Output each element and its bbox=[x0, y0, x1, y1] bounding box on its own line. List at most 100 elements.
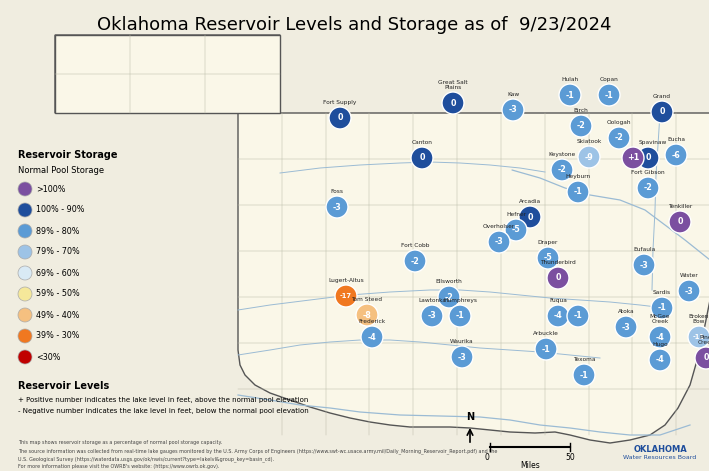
Circle shape bbox=[411, 147, 433, 169]
Circle shape bbox=[356, 304, 378, 326]
Text: Keystone: Keystone bbox=[548, 152, 576, 157]
Text: Eufaula: Eufaula bbox=[633, 247, 655, 252]
Text: -3: -3 bbox=[428, 311, 436, 320]
Circle shape bbox=[451, 346, 473, 368]
Circle shape bbox=[18, 287, 32, 301]
Text: McGee
Creek: McGee Creek bbox=[649, 314, 670, 324]
Text: -11: -11 bbox=[693, 334, 705, 340]
Circle shape bbox=[637, 147, 659, 169]
Text: Arcadia: Arcadia bbox=[519, 199, 541, 204]
Text: -6: -6 bbox=[671, 151, 681, 160]
Text: -9: -9 bbox=[585, 153, 593, 162]
Text: Kaw: Kaw bbox=[507, 92, 519, 97]
Text: N: N bbox=[466, 412, 474, 422]
Text: 49% - 40%: 49% - 40% bbox=[36, 310, 79, 319]
Circle shape bbox=[18, 245, 32, 259]
Text: -2: -2 bbox=[411, 257, 420, 266]
Circle shape bbox=[326, 196, 348, 218]
Text: 0: 0 bbox=[645, 154, 651, 162]
Circle shape bbox=[505, 219, 527, 241]
Text: Arbuckle: Arbuckle bbox=[533, 331, 559, 336]
Text: -4: -4 bbox=[554, 311, 562, 320]
Text: -1: -1 bbox=[605, 90, 613, 99]
Text: 100% - 90%: 100% - 90% bbox=[36, 205, 84, 214]
Text: -2: -2 bbox=[576, 122, 586, 130]
Text: -4: -4 bbox=[368, 333, 376, 341]
Text: 79% - 70%: 79% - 70% bbox=[36, 247, 79, 257]
Text: Foss: Foss bbox=[330, 189, 343, 194]
Circle shape bbox=[578, 146, 600, 168]
Circle shape bbox=[567, 305, 589, 327]
Text: 0: 0 bbox=[527, 212, 532, 221]
Text: -3: -3 bbox=[333, 203, 341, 211]
Text: -2: -2 bbox=[615, 133, 623, 143]
Text: Fort Cobb: Fort Cobb bbox=[401, 243, 429, 248]
Text: Thunderbird: Thunderbird bbox=[540, 260, 576, 265]
Text: -4: -4 bbox=[656, 356, 664, 365]
Text: Hefner: Hefner bbox=[506, 212, 526, 217]
Text: Oklahoma Reservoir Levels and Storage as of  9/23/2024: Oklahoma Reservoir Levels and Storage as… bbox=[96, 16, 611, 34]
Text: Frederick: Frederick bbox=[359, 319, 386, 324]
Text: -2: -2 bbox=[644, 184, 652, 193]
Circle shape bbox=[559, 84, 581, 106]
Text: U.S. Geological Survey (https://waterdata.usgs.gov/ok/nwis/current?type=lakelvl&: U.S. Geological Survey (https://waterdat… bbox=[18, 456, 274, 462]
Text: Lugert-Altus: Lugert-Altus bbox=[328, 278, 364, 283]
Text: -5: -5 bbox=[512, 226, 520, 235]
Text: 0: 0 bbox=[484, 453, 489, 462]
Circle shape bbox=[18, 350, 32, 364]
Text: Hugo: Hugo bbox=[652, 342, 668, 347]
Text: Overholser: Overholser bbox=[483, 224, 515, 229]
Text: Lawtonka: Lawtonka bbox=[418, 298, 446, 303]
Text: 0: 0 bbox=[555, 274, 561, 283]
Text: 39% - 30%: 39% - 30% bbox=[36, 332, 79, 341]
Circle shape bbox=[18, 224, 32, 238]
Circle shape bbox=[535, 338, 557, 360]
Circle shape bbox=[570, 115, 592, 137]
Text: Water Resources Board: Water Resources Board bbox=[623, 455, 697, 460]
Text: 0: 0 bbox=[337, 114, 342, 122]
Text: 0: 0 bbox=[703, 354, 709, 363]
Text: -1: -1 bbox=[658, 303, 666, 312]
Text: 69% - 60%: 69% - 60% bbox=[36, 268, 79, 277]
Text: -1: -1 bbox=[566, 90, 574, 99]
Text: -3: -3 bbox=[622, 323, 630, 332]
Text: -17: -17 bbox=[340, 293, 352, 299]
Text: -1: -1 bbox=[574, 187, 582, 196]
Text: Draper: Draper bbox=[538, 240, 558, 245]
Text: +1: +1 bbox=[627, 154, 639, 162]
Circle shape bbox=[651, 297, 673, 319]
Text: -3: -3 bbox=[495, 237, 503, 246]
Text: Sardis: Sardis bbox=[653, 290, 671, 295]
Circle shape bbox=[547, 267, 569, 289]
Text: Canton: Canton bbox=[411, 140, 432, 145]
Circle shape bbox=[361, 326, 383, 348]
Text: -4: -4 bbox=[656, 333, 664, 341]
Circle shape bbox=[622, 147, 644, 169]
Text: Waurika: Waurika bbox=[450, 339, 474, 344]
Text: Heyburn: Heyburn bbox=[566, 174, 591, 179]
Text: Humphreys: Humphreys bbox=[443, 298, 477, 303]
Text: -1: -1 bbox=[542, 344, 550, 354]
Circle shape bbox=[404, 250, 426, 272]
Text: -5: -5 bbox=[544, 253, 552, 262]
Text: Fort Supply: Fort Supply bbox=[323, 100, 357, 105]
Polygon shape bbox=[55, 35, 280, 113]
Text: <30%: <30% bbox=[36, 352, 60, 362]
Circle shape bbox=[567, 181, 589, 203]
Text: Skiatook: Skiatook bbox=[576, 139, 602, 144]
Text: 59% - 50%: 59% - 50% bbox=[36, 290, 79, 299]
Circle shape bbox=[615, 316, 637, 338]
Text: -1: -1 bbox=[574, 311, 582, 320]
Circle shape bbox=[421, 305, 443, 327]
Text: -8: -8 bbox=[362, 310, 372, 319]
Text: 0: 0 bbox=[659, 107, 665, 116]
Circle shape bbox=[688, 326, 709, 348]
Text: 50: 50 bbox=[565, 453, 575, 462]
Text: Tenkiller: Tenkiller bbox=[668, 204, 692, 209]
Text: Texoma: Texoma bbox=[573, 357, 596, 362]
Circle shape bbox=[438, 286, 460, 308]
Circle shape bbox=[598, 84, 620, 106]
Circle shape bbox=[665, 144, 687, 166]
Text: Birch: Birch bbox=[574, 108, 588, 113]
Text: This map shows reservoir storage as a percentage of normal pool storage capacity: This map shows reservoir storage as a pe… bbox=[18, 440, 222, 445]
